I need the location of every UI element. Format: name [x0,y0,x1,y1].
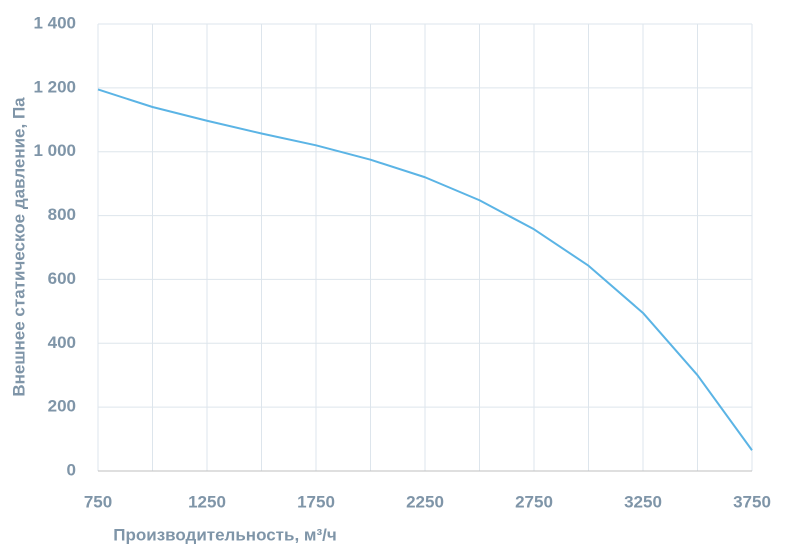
x-tick-label: 1750 [297,492,335,511]
x-tick-label: 3250 [624,492,662,511]
y-tick-label: 200 [48,397,76,416]
x-tick-label: 1250 [188,492,226,511]
y-tick-label: 1 000 [33,141,76,160]
x-axis-label: Производительность, м³/ч [113,525,336,544]
y-tick-label: 400 [48,333,76,352]
y-tick-label: 800 [48,205,76,224]
x-tick-label: 2250 [406,492,444,511]
y-tick-label: 1 200 [33,77,76,96]
x-tick-label: 2750 [515,492,553,511]
y-tick-label: 1 400 [33,13,76,32]
y-axis-label: Внешнее статическое давление, Па [9,97,28,397]
x-tick-label: 3750 [733,492,771,511]
y-tick-label: 600 [48,269,76,288]
y-tick-label: 0 [67,460,76,479]
x-tick-label: 750 [84,492,112,511]
data-line [97,88,753,451]
